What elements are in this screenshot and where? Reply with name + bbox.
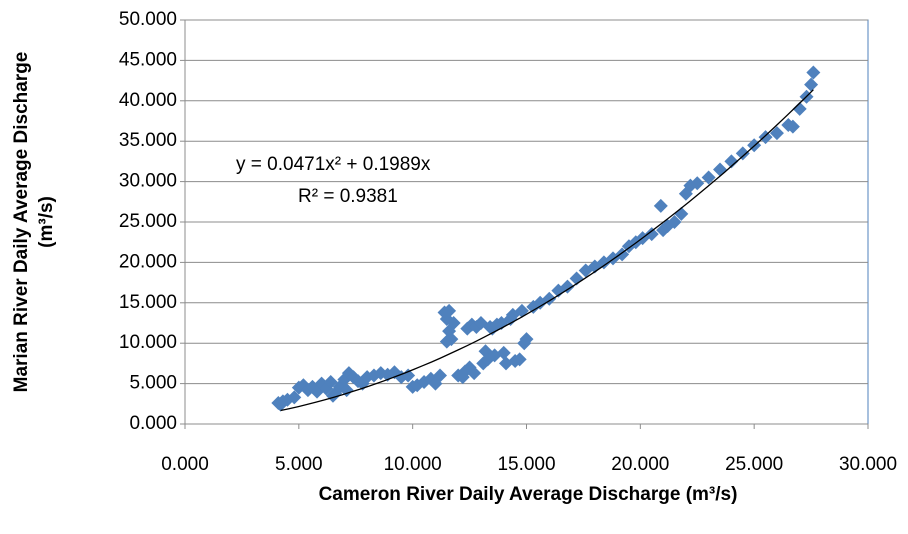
x-tick-label: 30.000 bbox=[839, 454, 897, 475]
data-point bbox=[287, 390, 302, 405]
y-tick-label: 5.000 bbox=[129, 373, 177, 394]
data-point bbox=[512, 352, 527, 367]
trendline bbox=[280, 89, 814, 412]
data-point bbox=[792, 101, 807, 116]
data-point bbox=[644, 227, 659, 242]
data-point bbox=[667, 215, 682, 229]
x-axis-title: Cameron River Daily Average Discharge (m… bbox=[319, 484, 738, 505]
data-point bbox=[735, 146, 750, 161]
y-tick-label: 45.000 bbox=[119, 49, 177, 70]
data-point bbox=[701, 170, 716, 185]
x-tick-label: 15.000 bbox=[497, 454, 555, 475]
y-tick-label: 35.000 bbox=[119, 130, 177, 151]
y-tick-label: 20.000 bbox=[119, 251, 177, 272]
trendline-r-squared: R² = 0.9381 bbox=[298, 186, 398, 207]
data-point bbox=[785, 119, 800, 134]
y-tick-label: 0.000 bbox=[129, 413, 177, 434]
data-point bbox=[439, 334, 454, 349]
data-point bbox=[432, 368, 447, 383]
data-point bbox=[804, 77, 819, 92]
x-tick-label: 10.000 bbox=[384, 454, 442, 475]
x-tick-label: 0.000 bbox=[161, 454, 209, 475]
y-tick-label: 30.000 bbox=[119, 171, 177, 192]
data-point bbox=[467, 366, 482, 381]
data-point bbox=[560, 279, 575, 294]
data-point bbox=[653, 198, 668, 213]
data-point bbox=[769, 126, 784, 141]
data-point bbox=[339, 383, 354, 398]
data-point bbox=[325, 388, 340, 403]
trendline-equation: y = 0.0471x² + 0.1989x bbox=[236, 154, 431, 175]
data-point bbox=[496, 345, 511, 360]
data-point bbox=[724, 154, 739, 169]
y-axis-title: Marian River Daily Average Discharge bbox=[11, 52, 32, 393]
x-tick-label: 25.000 bbox=[725, 454, 783, 475]
data-point bbox=[519, 332, 534, 347]
data-point bbox=[690, 176, 705, 191]
data-point bbox=[758, 130, 773, 145]
data-point bbox=[442, 303, 457, 318]
y-tick-label: 40.000 bbox=[119, 90, 177, 111]
y-tick-label: 10.000 bbox=[119, 332, 177, 353]
data-point bbox=[446, 316, 461, 330]
y-tick-label: 25.000 bbox=[119, 211, 177, 232]
data-point bbox=[806, 65, 821, 80]
x-tick-label: 20.000 bbox=[611, 454, 669, 475]
y-tick-label: 15.000 bbox=[119, 292, 177, 313]
data-point bbox=[401, 368, 416, 383]
data-point bbox=[273, 397, 288, 412]
y-axis-title: (m³/s) bbox=[36, 196, 57, 248]
y-tick-label: 50.000 bbox=[119, 9, 177, 30]
x-tick-label: 5.000 bbox=[275, 454, 323, 475]
